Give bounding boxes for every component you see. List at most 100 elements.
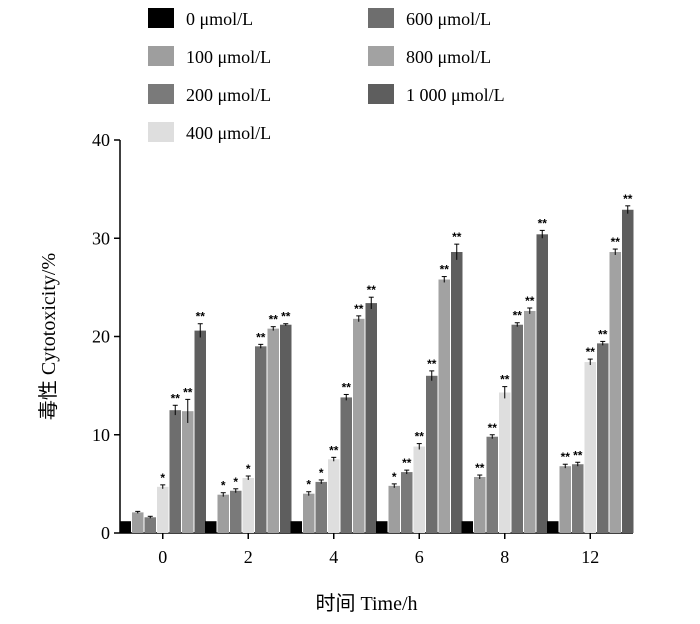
bar [157, 486, 169, 533]
bar [242, 477, 254, 533]
x-tick-label: 12 [581, 547, 599, 567]
bar [597, 343, 609, 533]
bar [524, 310, 536, 533]
legend-swatch [148, 122, 174, 142]
legend-label: 1 000 μmol/L [406, 85, 505, 105]
bar [426, 375, 438, 533]
significance-mark: ** [415, 430, 425, 444]
significance-mark: ** [440, 263, 450, 277]
y-tick-label: 30 [92, 228, 110, 248]
legend-label: 800 μmol/L [406, 47, 491, 67]
y-tick-label: 0 [101, 523, 110, 543]
bar [303, 493, 315, 533]
bar [315, 481, 327, 533]
bar [132, 512, 144, 533]
bar [511, 324, 523, 533]
bar [217, 494, 229, 533]
legend-label: 0 μmol/L [186, 9, 253, 29]
bar [388, 485, 400, 533]
bar [119, 521, 131, 533]
significance-mark: ** [427, 357, 437, 371]
legend-swatch [368, 46, 394, 66]
significance-mark: ** [367, 283, 377, 297]
significance-mark: ** [256, 330, 266, 344]
bar [280, 324, 292, 533]
legend-swatch [368, 8, 394, 28]
significance-mark: ** [525, 294, 535, 308]
significance-mark: ** [500, 373, 510, 387]
bar [438, 279, 450, 533]
significance-mark: ** [402, 456, 412, 470]
bar [144, 517, 156, 533]
bar [413, 446, 425, 533]
x-ticks: 0 2 4 6 8 12 [158, 533, 599, 567]
significance-mark: ** [611, 235, 621, 249]
bar [559, 466, 571, 533]
significance-mark: * [246, 462, 251, 476]
significance-mark: * [233, 475, 238, 489]
bar [401, 472, 413, 533]
significance-mark: ** [354, 302, 364, 316]
bar [572, 464, 584, 533]
bar [609, 252, 621, 533]
significance-mark: ** [183, 385, 193, 399]
significance-mark: ** [269, 313, 279, 327]
x-axis-label: 时间 Time/h [315, 592, 417, 615]
legend-swatch [368, 84, 394, 104]
bar [205, 521, 217, 533]
bar [376, 521, 388, 533]
x-tick-label: 0 [158, 547, 167, 567]
legend-swatch [148, 84, 174, 104]
legend-label: 600 μmol/L [406, 9, 491, 29]
bar [267, 328, 279, 533]
legend: 0 μmol/L 100 μmol/L 200 μmol/L 400 μmol/L 60… [148, 8, 505, 143]
x-tick-label: 2 [244, 547, 253, 567]
bar [182, 411, 194, 533]
significance-mark: ** [342, 380, 352, 394]
significance-mark: * [306, 478, 311, 492]
bar [353, 318, 365, 533]
significance-mark: ** [598, 327, 608, 341]
legend-swatch [148, 8, 174, 28]
x-tick-label: 6 [415, 547, 424, 567]
significance-mark: ** [171, 391, 181, 405]
significance-mark: * [221, 479, 226, 493]
legend-swatch [148, 46, 174, 66]
bar [536, 234, 548, 533]
bar [328, 459, 340, 533]
significance-mark: ** [623, 192, 633, 206]
bar [622, 209, 634, 533]
significance-mark: ** [475, 461, 485, 475]
bar [290, 521, 302, 533]
bar [451, 252, 463, 533]
significance-mark: ** [561, 450, 571, 464]
significance-mark: ** [329, 443, 339, 457]
bar [461, 521, 473, 533]
bar [499, 392, 511, 533]
significance-mark: ** [196, 310, 206, 324]
bar [365, 303, 377, 533]
significance-mark: ** [573, 448, 583, 462]
bar [486, 436, 498, 533]
significance-mark: ** [488, 421, 498, 435]
x-tick-label: 4 [329, 547, 338, 567]
significance-mark: ** [452, 230, 462, 244]
y-axis-label: 毒性 Cytotoxicity/% [37, 253, 60, 420]
significance-mark: * [319, 466, 324, 480]
legend-label: 100 μmol/L [186, 47, 271, 67]
bars: *** ***** ****** **************************… [119, 192, 634, 533]
bar [255, 346, 267, 533]
bar [194, 330, 206, 533]
significance-mark: * [392, 470, 397, 484]
bar [169, 410, 181, 533]
y-tick-label: 20 [92, 327, 110, 347]
bar [230, 490, 242, 533]
significance-mark: ** [586, 345, 596, 359]
bar [340, 397, 352, 533]
x-tick-label: 8 [500, 547, 509, 567]
significance-mark: ** [538, 216, 548, 230]
bar [474, 476, 486, 533]
bar [547, 521, 559, 533]
significance-mark: ** [513, 309, 523, 323]
